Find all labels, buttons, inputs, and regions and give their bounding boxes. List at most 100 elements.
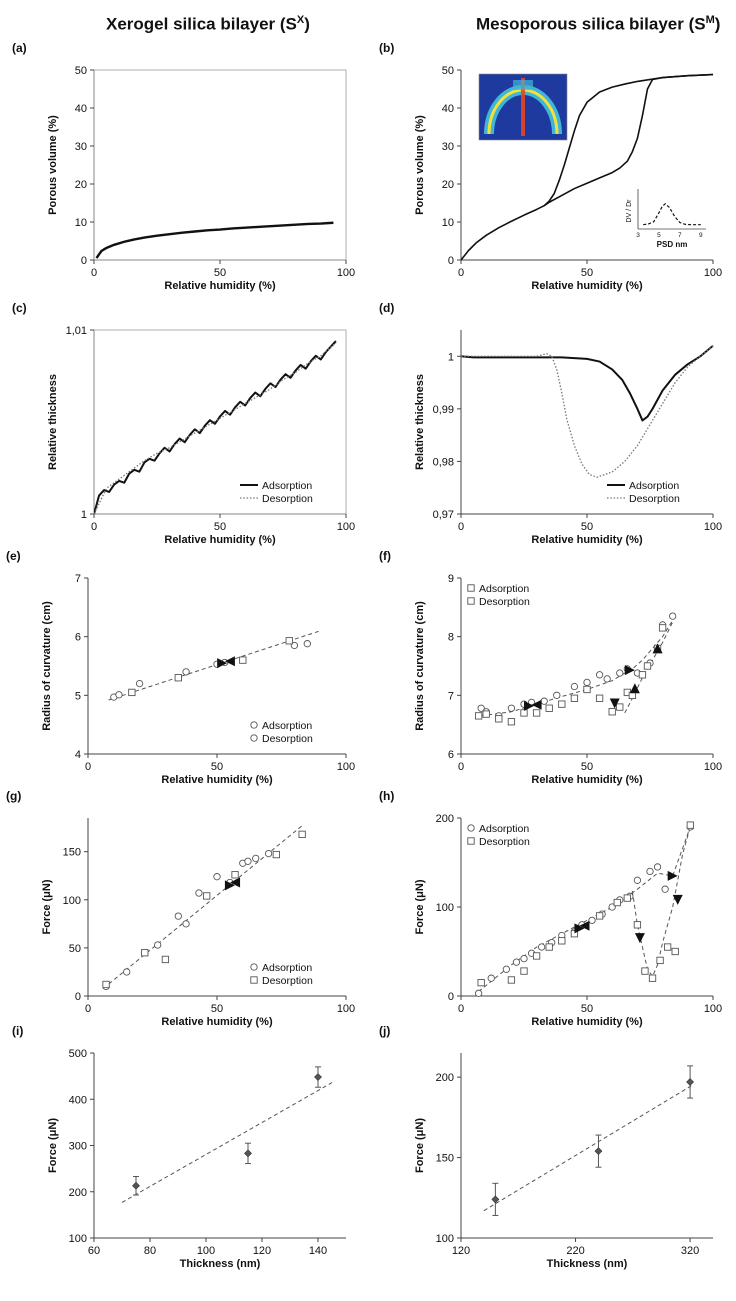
direction-arrow	[652, 643, 663, 654]
series-line	[94, 342, 337, 515]
y-tick-label: 100	[436, 902, 454, 914]
x-tick-label: 50	[214, 267, 226, 279]
legend-label: Desorption	[479, 836, 530, 848]
y-tick-label: 0,99	[433, 404, 454, 416]
y-tick-label: 4	[75, 749, 81, 761]
data-layer	[94, 340, 337, 515]
y-tick-label: 200	[69, 1187, 87, 1199]
inset-x-tick-label: 5	[657, 232, 661, 239]
data-point	[314, 1073, 322, 1081]
data-point	[648, 974, 657, 982]
data-layer	[102, 825, 306, 991]
y-tick-label: 400	[69, 1094, 87, 1106]
direction-arrow	[531, 699, 542, 710]
x-tick-label: 60	[88, 1245, 100, 1257]
x-tick-label: 120	[452, 1245, 470, 1257]
panel-f: (f) 0 50 100 6 7 8 9 Relative humidity (%) Radius…	[379, 549, 722, 786]
panel-label: (d)	[379, 301, 394, 315]
inset-x-label: PSD nm	[657, 240, 688, 249]
data-point	[537, 943, 546, 951]
legend-marker	[250, 721, 258, 729]
y-tick-label: 6	[75, 632, 81, 644]
y-tick-label: 0	[448, 991, 454, 1003]
y-tick-label: 200	[436, 813, 454, 825]
data-point	[174, 912, 182, 920]
y-axis-label: Relative thickness	[47, 374, 59, 470]
y-tick-label: 0	[448, 255, 454, 267]
legend-label: Desorption	[629, 493, 680, 505]
panel-label: (g)	[6, 789, 21, 803]
series-line	[95, 221, 334, 259]
panel-label: (f)	[379, 549, 391, 563]
data-point	[102, 980, 110, 989]
x-tick-label: 50	[581, 521, 593, 533]
data-point	[613, 898, 621, 907]
y-axis-label: Force (μN)	[414, 879, 426, 934]
right-title-text: Mesoporous silica bilayer (S	[476, 14, 706, 34]
direction-arrow	[230, 877, 241, 888]
data-point	[482, 710, 490, 718]
data-layer	[461, 345, 714, 478]
y-tick-label: 100	[69, 1233, 87, 1245]
x-tick-label: 0	[458, 267, 464, 279]
legend-label: Adsorption	[479, 583, 529, 595]
data-point	[203, 892, 211, 900]
data-point	[583, 685, 591, 694]
x-tick-label: 100	[704, 521, 722, 533]
gisaxs-image	[478, 73, 568, 141]
inset-x-tick-label: 9	[699, 232, 703, 239]
inset-x-tick-label: 7	[678, 232, 682, 239]
y-axis-label: Relative thickness	[414, 374, 426, 470]
data-layer	[95, 221, 334, 259]
data-point	[244, 857, 252, 865]
y-tick-label: 50	[442, 65, 454, 77]
data-point	[507, 976, 516, 984]
data-point	[669, 612, 677, 620]
legend-label: Desorption	[479, 596, 530, 608]
data-point	[135, 679, 144, 688]
x-tick-label: 0	[85, 1003, 91, 1015]
data-point	[686, 821, 694, 829]
direction-arrow	[672, 894, 683, 905]
legend-label: Desorption	[262, 975, 313, 987]
y-tick-label: 0,97	[433, 509, 454, 521]
direction-arrow	[579, 920, 590, 931]
data-point	[507, 704, 516, 712]
legend-marker	[250, 963, 258, 971]
legend-label: Adsorption	[262, 480, 312, 492]
legend-marker	[250, 976, 258, 984]
data-point	[616, 703, 624, 711]
data-point	[545, 943, 553, 951]
data-point	[213, 873, 221, 881]
data-point	[520, 709, 528, 717]
data-point	[264, 849, 273, 858]
x-axis-label: Thickness (nm)	[180, 1258, 261, 1270]
legend-marker	[467, 584, 475, 592]
data-point	[495, 715, 503, 723]
data-point	[141, 949, 149, 957]
x-tick-label: 100	[704, 761, 722, 773]
panel-e: (e) 0 50 100 4 5 6 7 Relative humidity (%) Radius…	[6, 549, 355, 786]
fit-line	[121, 1082, 333, 1203]
x-tick-label: 50	[211, 761, 223, 773]
x-tick-label: 50	[581, 1003, 593, 1015]
left-title-sup: X	[296, 14, 305, 26]
data-point	[502, 965, 511, 973]
legend-label: Desorption	[262, 493, 313, 505]
direction-arrow	[217, 658, 228, 669]
x-tick-label: 50	[214, 521, 226, 533]
y-tick-label: 150	[436, 1153, 454, 1165]
x-tick-label: 0	[458, 761, 464, 773]
right-column-title: Mesoporous silica bilayer (SM)	[476, 14, 720, 35]
data-point	[231, 871, 239, 879]
data-point	[570, 682, 579, 691]
panel-j: (j) 120 220 320 100 150 200 Thickness (nm) Force…	[379, 1024, 713, 1270]
data-point	[303, 640, 311, 648]
right-title-sup: M	[705, 14, 715, 26]
y-tick-label: 300	[69, 1141, 87, 1153]
data-point	[474, 712, 483, 720]
left-column-title: Xerogel silica bilayer (SX)	[106, 14, 310, 35]
data-point	[182, 920, 190, 928]
